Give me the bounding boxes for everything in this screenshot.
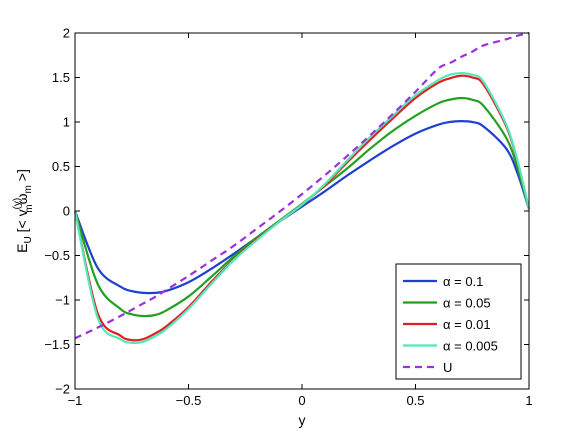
series-layer — [73, 31, 531, 345]
series-line-5 — [74, 31, 530, 340]
x-tick-label: 0 — [298, 393, 305, 408]
x-tick-label: −0.5 — [176, 393, 202, 408]
x-tick-label: −1 — [68, 393, 83, 408]
y-tick-label: 1.5 — [52, 70, 70, 85]
y-tick-label: −0.5 — [44, 248, 70, 263]
series-line-1 — [73, 120, 531, 295]
series-line-4 — [73, 71, 531, 345]
legend-label-2: α = 0.05 — [443, 296, 491, 311]
x-tick-label: 1 — [525, 393, 532, 408]
legend-box — [395, 263, 522, 380]
y-axis-label: EU [< v(y)mωm >] — [12, 169, 35, 253]
x-axis-label: y — [299, 412, 306, 428]
legend: α = 0.1 α = 0.05 α = 0.01 α = 0.005 U — [395, 263, 522, 380]
legend-label-4: α = 0.005 — [443, 339, 498, 354]
y-tick-label: −1 — [55, 293, 70, 308]
y-tick-label: −2 — [55, 382, 70, 397]
legend-label-1: α = 0.1 — [443, 274, 483, 289]
legend-label-5: U — [443, 360, 452, 375]
y-axis-label-group: EU [< v(y)mωm >] — [12, 169, 35, 253]
y-tick-label: 0.5 — [52, 159, 70, 174]
y-tick-label: −1.5 — [44, 337, 70, 352]
y-tick-label: 1 — [63, 115, 70, 130]
y-tick-label: 2 — [63, 26, 70, 41]
legend-label-3: α = 0.01 — [443, 317, 491, 332]
y-tick-label: 0 — [63, 204, 70, 219]
x-tick-label: 0.5 — [406, 393, 424, 408]
ticks-layer: −1 −0.5 0 0.5 1 −2 −1.5 −1 −0.5 0 0.5 1 1.5 2 — [44, 26, 532, 409]
